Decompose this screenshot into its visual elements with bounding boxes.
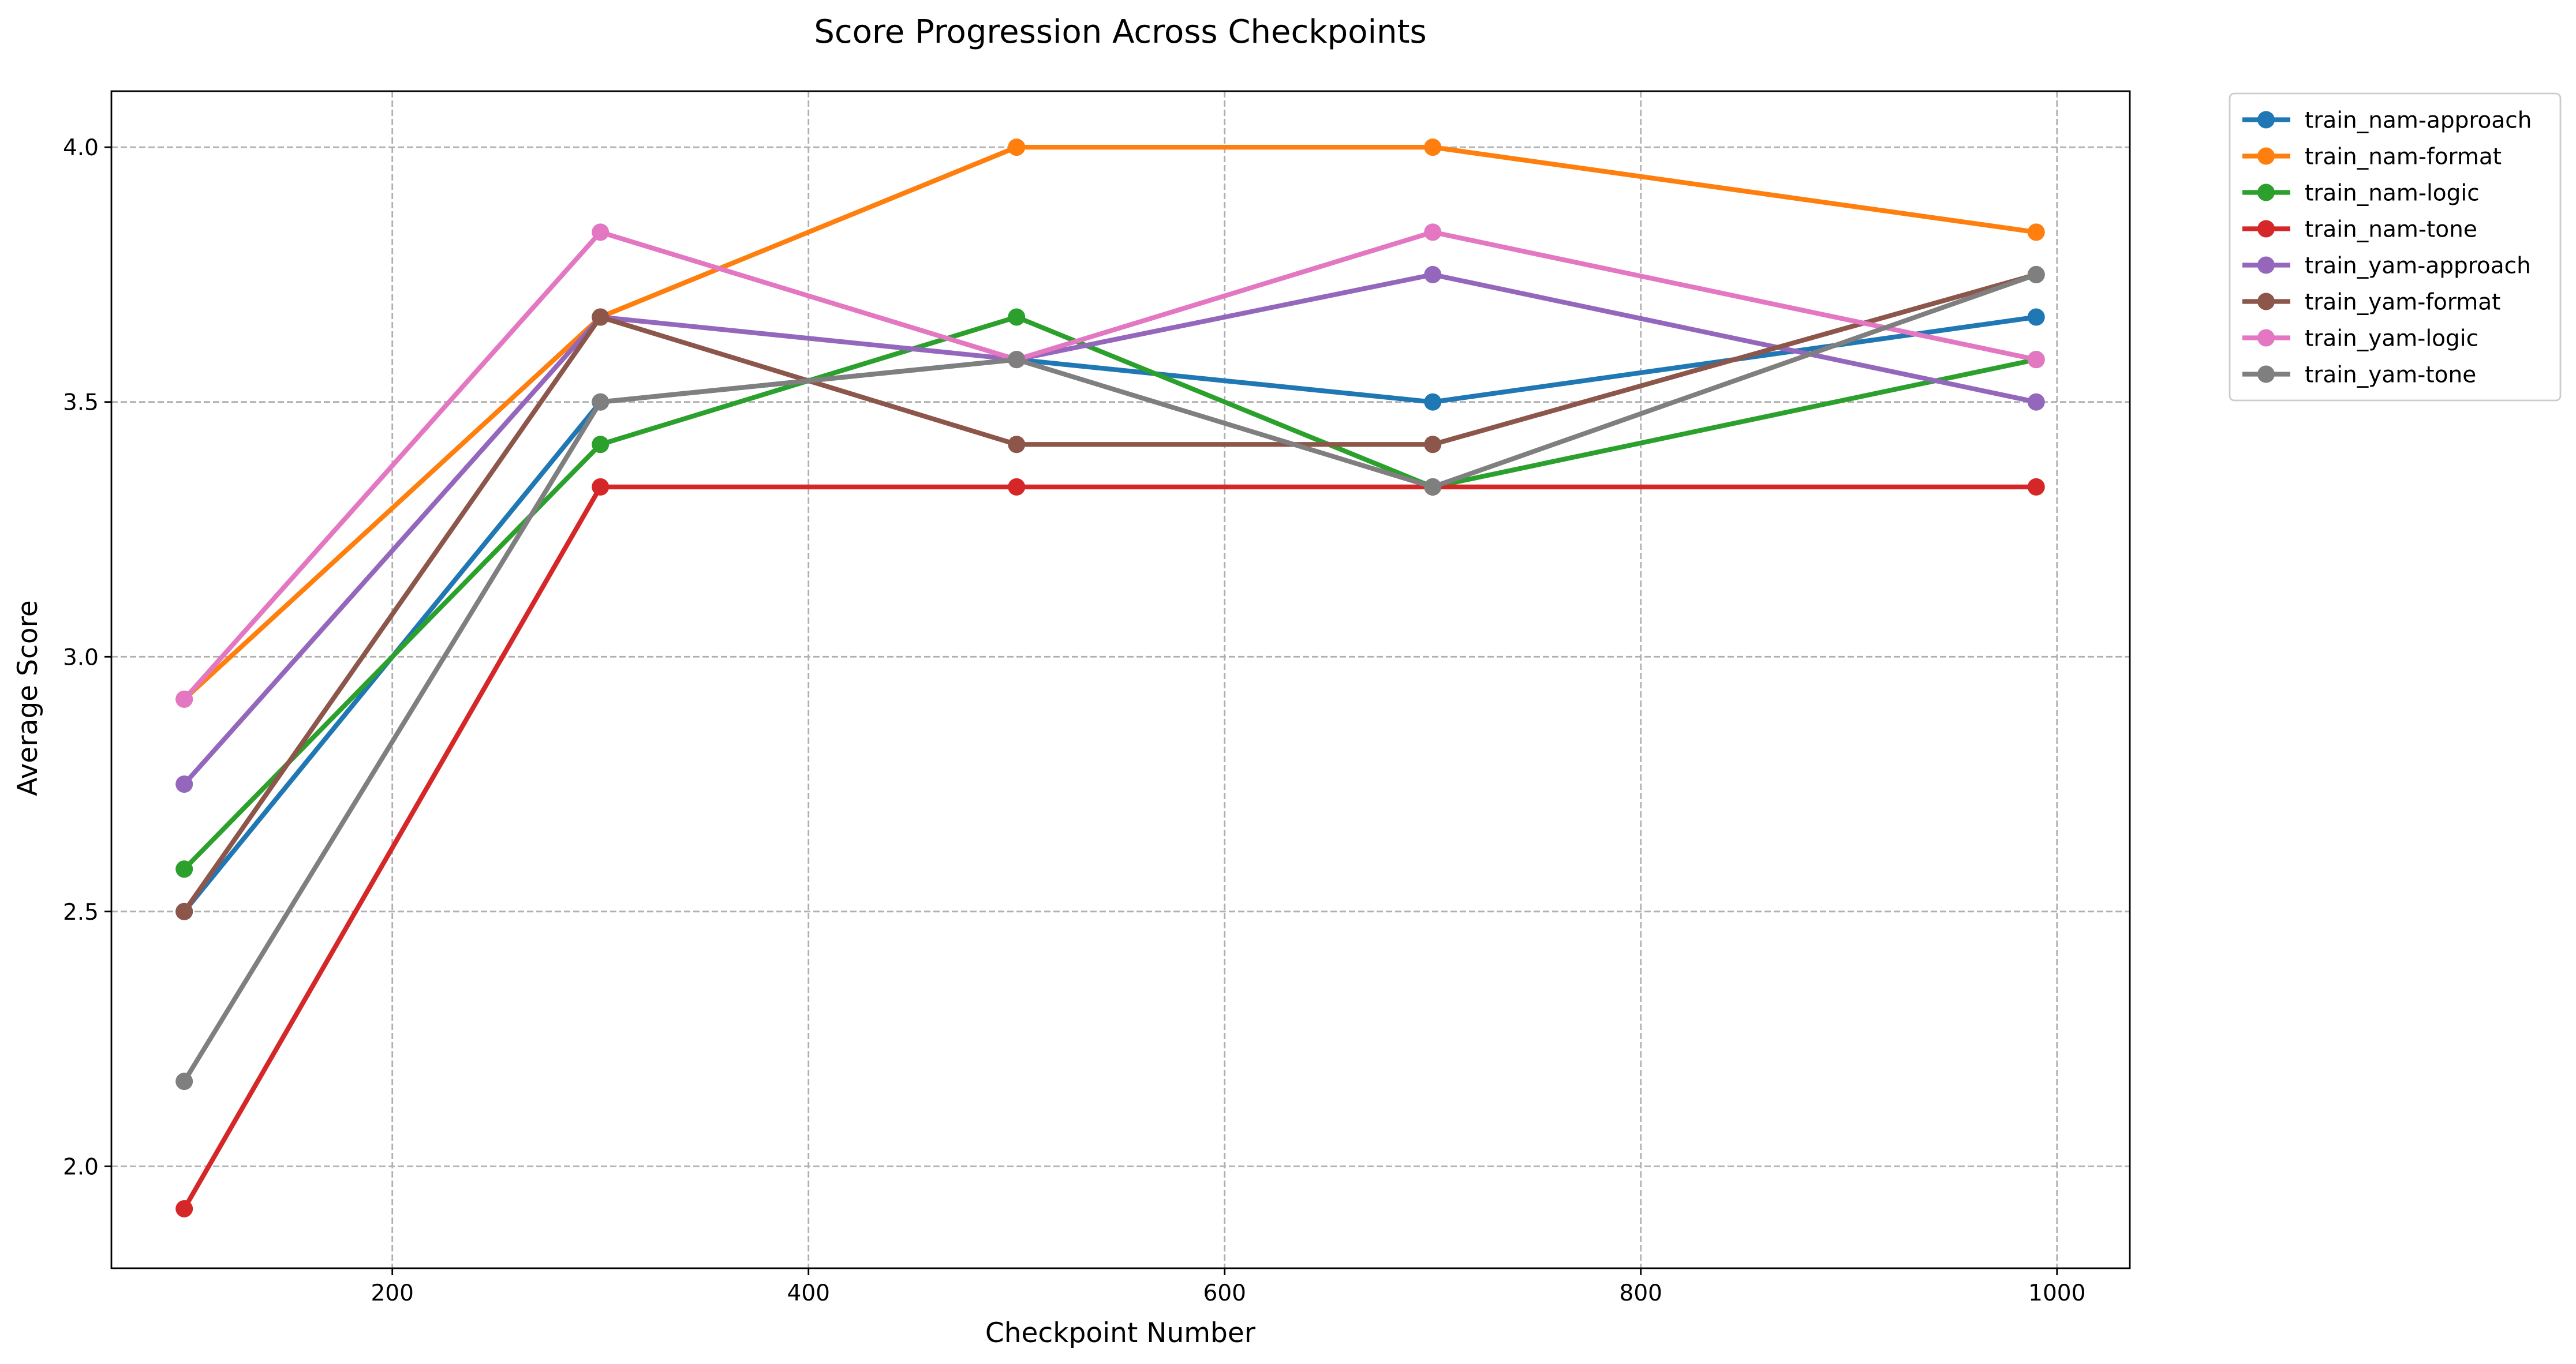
y-axis-label: Average Score	[12, 600, 44, 796]
y-tick-label: 2.5	[63, 900, 99, 925]
data-point	[2027, 393, 2045, 411]
legend: train_nam-approach train_nam-format train_…	[2229, 92, 2562, 402]
data-point	[592, 393, 610, 411]
data-point	[1424, 393, 1442, 411]
data-point	[2027, 308, 2045, 326]
y-tick-label: 3.0	[63, 644, 99, 670]
data-point	[1424, 138, 1442, 156]
x-tick-label: 1000	[2028, 1280, 2085, 1306]
series-train-nam-tone	[175, 478, 2045, 1217]
legend-swatch-marker	[2257, 293, 2275, 310]
legend-swatch-marker	[2257, 365, 2275, 383]
series-train-yam-tone	[175, 265, 2045, 1091]
data-point	[1424, 265, 1442, 283]
data-point	[1008, 351, 1026, 369]
y-tick-label: 3.5	[63, 390, 99, 416]
legend-label: train_yam-logic	[2305, 326, 2478, 352]
data-point	[592, 223, 610, 241]
y-tick-label: 2.0	[63, 1154, 99, 1180]
legend-label: train_nam-format	[2305, 144, 2502, 170]
plot-area: 200 400 600 800 1000 2.0 2.5 3.0 3.5 4.0	[63, 90, 2131, 1306]
x-axis-label: Checkpoint Number	[985, 1317, 1256, 1349]
legend-item: train_nam-format	[2242, 144, 2502, 170]
x-tick-label: 200	[371, 1280, 413, 1306]
legend-item: train_nam-tone	[2242, 217, 2477, 243]
legend-label: train_yam-approach	[2305, 253, 2531, 279]
data-point	[2027, 265, 2045, 283]
data-point	[1424, 436, 1442, 454]
legend-swatch-marker	[2257, 220, 2275, 238]
data-point	[592, 308, 610, 326]
data-point	[1008, 138, 1026, 156]
legend-label: train_nam-tone	[2305, 217, 2477, 243]
series-layer	[175, 138, 2045, 1217]
x-tick-label: 400	[787, 1280, 830, 1306]
data-point	[175, 860, 193, 878]
data-point	[175, 1200, 193, 1217]
legend-swatch-marker	[2257, 183, 2275, 201]
legend-item: train_nam-approach	[2242, 108, 2532, 134]
data-point	[175, 1073, 193, 1091]
data-point	[1008, 436, 1026, 454]
data-point	[592, 436, 610, 454]
legend-item: train_yam-logic	[2242, 326, 2478, 352]
legend-label: train_yam-format	[2305, 290, 2500, 316]
axes-frame	[110, 90, 2131, 1269]
data-point	[592, 478, 610, 496]
data-point	[2027, 223, 2045, 241]
legend-item: train_yam-format	[2242, 290, 2500, 316]
legend-label: train_nam-approach	[2305, 108, 2532, 134]
legend-swatch-marker	[2257, 256, 2275, 274]
data-point	[1424, 223, 1442, 241]
legend-label: train_yam-tone	[2305, 362, 2476, 388]
x-tick-label: 600	[1203, 1280, 1246, 1306]
legend-label: train_nam-logic	[2305, 181, 2480, 207]
data-point	[2027, 478, 2045, 496]
legend-swatch-marker	[2257, 111, 2275, 129]
data-point	[1008, 478, 1026, 496]
axis-ticks: 200 400 600 800 1000 2.0 2.5 3.0 3.5 4.0	[63, 135, 2085, 1306]
legend-item: train_nam-logic	[2242, 181, 2480, 207]
x-tick-label: 800	[1620, 1280, 1662, 1306]
legend-frame	[2229, 92, 2562, 402]
chart-title: Score Progression Across Checkpoints	[814, 13, 1426, 51]
legend-swatch-marker	[2257, 147, 2275, 165]
y-tick-label: 4.0	[63, 135, 99, 161]
data-point	[2027, 351, 2045, 369]
data-point	[175, 690, 193, 708]
data-point	[1008, 308, 1026, 326]
data-point	[175, 775, 193, 793]
legend-swatch-marker	[2257, 329, 2275, 347]
data-point	[1424, 478, 1442, 496]
legend-item: train_yam-approach	[2242, 253, 2531, 279]
data-point	[175, 902, 193, 920]
legend-item: train_yam-tone	[2242, 362, 2476, 388]
